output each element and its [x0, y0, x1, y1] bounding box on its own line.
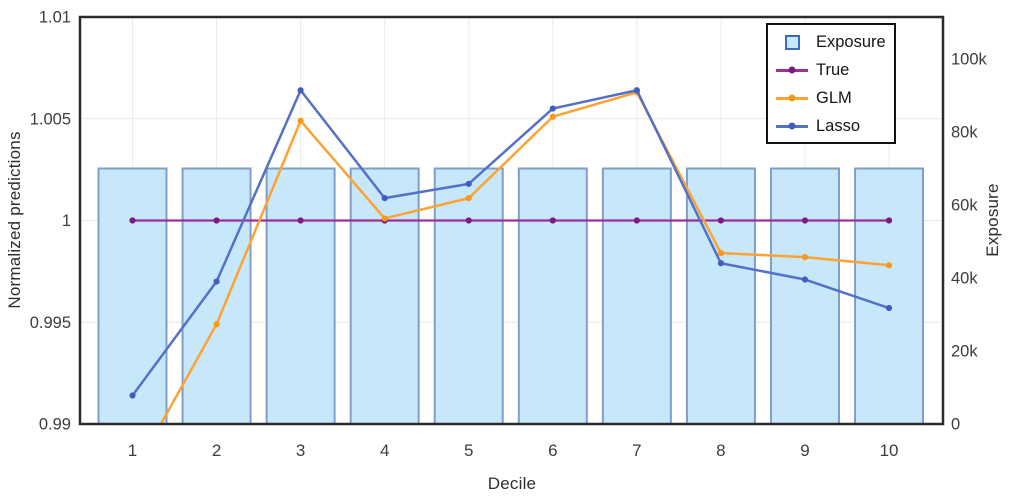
- exposure-bar: [601, 167, 672, 425]
- lasso-line-swatch-icon: [774, 122, 810, 130]
- x-axis-tick-label: 7: [632, 441, 641, 460]
- glm-marker: [465, 195, 472, 202]
- legend-item-true[interactable]: True: [774, 56, 894, 84]
- x-axis-title: Decile: [487, 474, 537, 493]
- legend-item-lasso[interactable]: Lasso: [774, 112, 894, 140]
- x-axis-tick-labels: 1 2 3 4 5 6 7 8 9 10: [128, 441, 899, 460]
- right-axis-title: Exposure: [983, 183, 1002, 257]
- lasso-marker: [381, 195, 388, 202]
- true-marker: [549, 217, 556, 224]
- right-axis-tick-label: 100k: [951, 51, 988, 69]
- exposure-bar: [433, 167, 504, 425]
- true-marker: [213, 217, 220, 224]
- x-axis-tick-label: 6: [548, 441, 557, 460]
- legend: Exposure True GLM Lasso: [766, 23, 896, 144]
- glm-marker: [213, 321, 220, 328]
- legend-item-exposure[interactable]: Exposure: [774, 28, 894, 56]
- right-axis-tick-label: 0: [951, 416, 960, 434]
- right-axis-tick-labels: 0 20k 40k 60k 80k 100k: [951, 51, 988, 434]
- true-marker: [297, 217, 304, 224]
- lasso-marker: [717, 260, 725, 267]
- exposure-bar: [769, 167, 840, 425]
- legend-label-glm: GLM: [816, 88, 852, 107]
- true-marker: [633, 217, 640, 224]
- legend-label-lasso: Lasso: [816, 116, 861, 135]
- lasso-marker: [129, 392, 136, 399]
- x-axis-tick-label: 3: [296, 441, 305, 460]
- x-axis-tick-label: 4: [380, 441, 389, 460]
- x-axis-tick-label: 2: [212, 441, 221, 460]
- plot-border: [78, 15, 945, 426]
- lasso-line: [129, 87, 893, 399]
- right-axis-tick-label: 40k: [951, 270, 978, 288]
- right-axis-tick-label: 20k: [951, 343, 978, 361]
- x-axis-tick-label: 9: [800, 441, 809, 460]
- x-axis-tick-label: 1: [128, 441, 137, 460]
- glm-marker: [297, 117, 304, 124]
- left-axis-tick-label: 1: [62, 212, 71, 230]
- x-axis-tick-label: 10: [880, 441, 899, 460]
- left-axis-title: Normalized predictions: [5, 131, 24, 309]
- left-axis-tick-label: 1.01: [39, 9, 71, 27]
- true-marker: [129, 217, 136, 224]
- glm-marker: [717, 249, 725, 257]
- true-marker: [801, 217, 809, 224]
- right-axis-tick-label: 60k: [951, 197, 978, 215]
- exposure-bar: [517, 167, 588, 425]
- glm-marker: [381, 215, 388, 222]
- exposure-bar: [854, 167, 925, 425]
- x-axis-tick-label: 5: [464, 441, 473, 460]
- true-line-swatch-icon: [774, 66, 810, 74]
- true-marker: [717, 217, 725, 224]
- legend-item-glm[interactable]: GLM: [774, 84, 894, 112]
- legend-label-true: True: [816, 60, 850, 79]
- true-marker: [885, 217, 893, 224]
- exposure-bar: [181, 167, 252, 425]
- glm-marker: [549, 113, 556, 120]
- glm-line-swatch-icon: [774, 94, 810, 102]
- lasso-marker: [297, 87, 304, 94]
- right-axis-tick-label: 80k: [951, 124, 978, 142]
- lasso-marker: [633, 87, 640, 94]
- exposure-bar: [265, 167, 336, 425]
- lasso-marker: [885, 304, 893, 312]
- legend-label-exposure: Exposure: [816, 32, 886, 51]
- exposure-bar: [97, 167, 168, 425]
- exposure-bar: [349, 167, 420, 425]
- lasso-marker: [213, 278, 220, 285]
- exposure-swatch-icon: [774, 34, 810, 50]
- true-marker: [465, 217, 472, 224]
- lasso-marker: [549, 105, 556, 112]
- glm-marker: [801, 254, 809, 261]
- lasso-marker: [801, 276, 809, 283]
- left-axis-tick-label: 1.005: [30, 110, 71, 128]
- x-axis-tick-label: 8: [716, 441, 725, 460]
- left-axis-tick-label: 0.99: [39, 416, 71, 434]
- exposure-bars: [97, 167, 925, 425]
- left-axis-tick-labels: 0.99 0.995 1 1.005 1.01: [30, 9, 71, 434]
- glm-marker: [129, 472, 135, 478]
- lasso-marker: [465, 180, 472, 187]
- glm-marker: [885, 262, 893, 269]
- left-axis-tick-label: 0.995: [30, 314, 71, 332]
